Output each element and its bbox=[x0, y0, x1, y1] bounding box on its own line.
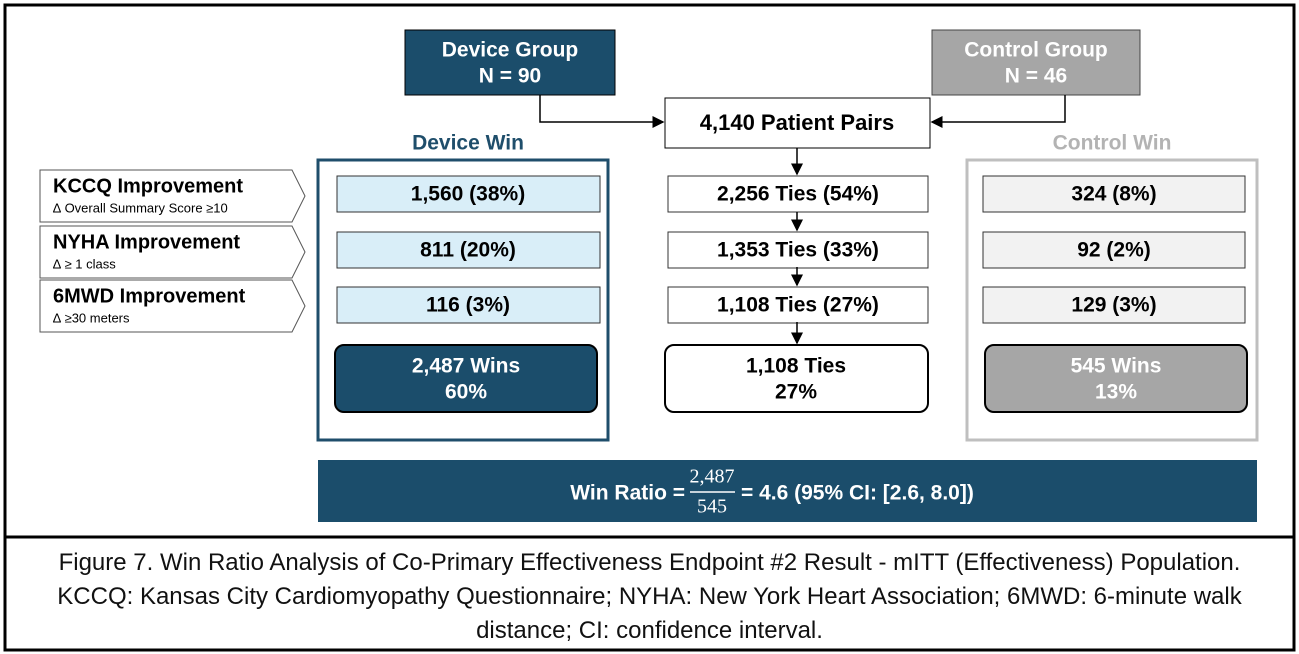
device-value: 811 (20%) bbox=[420, 239, 516, 262]
control-value: 92 (2%) bbox=[1077, 239, 1151, 262]
control-total-count: 545 Wins bbox=[1071, 355, 1162, 378]
ties-cell bbox=[667, 231, 929, 269]
control-total-box bbox=[984, 344, 1248, 413]
win-ratio-denominator: 545 bbox=[697, 496, 727, 518]
control-win-heading: Control Win bbox=[1053, 132, 1172, 155]
ties-total-count: 1,108 Ties bbox=[746, 355, 846, 378]
control-cell bbox=[982, 286, 1246, 324]
control-cell bbox=[982, 175, 1246, 213]
win-ratio-result: = 4.6 (95% CI: [2.6, 8.0]) bbox=[741, 482, 974, 505]
device-group-box bbox=[404, 29, 616, 96]
endpoint-label-shape bbox=[39, 225, 306, 279]
device-cell bbox=[336, 231, 601, 269]
device-group-title: Device Group bbox=[442, 39, 579, 62]
win-ratio-bar bbox=[318, 460, 1257, 522]
endpoint-label-shape bbox=[39, 279, 306, 333]
endpoint-label-shape bbox=[39, 169, 306, 223]
win-ratio-numerator: 2,487 bbox=[690, 466, 735, 488]
device-value: 1,560 (38%) bbox=[411, 183, 525, 206]
control-value: 324 (8%) bbox=[1071, 183, 1156, 206]
endpoint-sublabel: ∆ ≥ 1 class bbox=[53, 256, 116, 271]
arrow bbox=[930, 95, 1066, 128]
device-total-box bbox=[334, 344, 598, 413]
ties-cell bbox=[667, 286, 929, 324]
control-value: 129 (3%) bbox=[1071, 294, 1156, 317]
ties-total-box bbox=[664, 344, 929, 413]
control-group-n: N = 46 bbox=[1005, 65, 1067, 88]
control-cell bbox=[982, 231, 1246, 269]
device-total-pct: 60% bbox=[445, 381, 487, 404]
endpoint-label: NYHA Improvement bbox=[53, 231, 240, 253]
arrow bbox=[539, 95, 665, 128]
control-group-box bbox=[931, 29, 1141, 96]
device-value: 116 (3%) bbox=[426, 294, 510, 317]
device-cell bbox=[336, 286, 601, 324]
control-win-panel bbox=[965, 158, 1259, 442]
control-group-title: Control Group bbox=[964, 39, 1107, 62]
ties-value: 1,353 Ties (33%) bbox=[717, 239, 879, 262]
frame bbox=[3, 3, 1296, 652]
ties-cell bbox=[667, 175, 929, 213]
endpoint-label: 6MWD Improvement bbox=[53, 285, 246, 307]
endpoint-sublabel: ∆ Overall Summary Score ≥10 bbox=[53, 200, 228, 215]
device-win-heading: Device Win bbox=[412, 132, 524, 155]
ties-value: 1,108 Ties (27%) bbox=[717, 294, 879, 317]
ties-value: 2,256 Ties (54%) bbox=[717, 183, 879, 206]
endpoint-sublabel: ∆ ≥30 meters bbox=[53, 310, 130, 325]
win-ratio-label: Win Ratio = bbox=[570, 482, 685, 505]
caption: Figure 7. Win Ratio Analysis of Co-Prima… bbox=[57, 549, 1242, 644]
device-total-count: 2,487 Wins bbox=[412, 355, 520, 378]
device-group-n: N = 90 bbox=[479, 65, 541, 88]
pairs-text: 4,140 Patient Pairs bbox=[700, 110, 894, 135]
ties-total-pct: 27% bbox=[775, 381, 817, 404]
device-cell bbox=[336, 175, 601, 213]
device-win-panel bbox=[316, 158, 610, 442]
control-total-pct: 13% bbox=[1095, 381, 1137, 404]
pairs-box bbox=[664, 97, 931, 149]
endpoint-label: KCCQ Improvement bbox=[53, 175, 243, 197]
